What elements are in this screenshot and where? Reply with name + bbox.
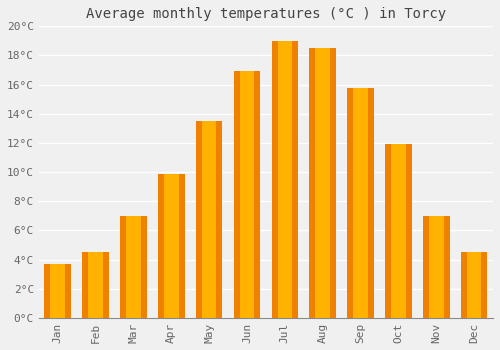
Bar — [234, 71, 260, 318]
Bar — [120, 216, 146, 318]
Bar — [82, 252, 109, 318]
Bar — [88, 252, 103, 318]
Bar — [391, 145, 406, 318]
Bar — [240, 71, 254, 318]
Bar — [354, 88, 368, 318]
Bar — [348, 88, 374, 318]
Title: Average monthly temperatures (°C ) in Torcy: Average monthly temperatures (°C ) in To… — [86, 7, 446, 21]
Bar — [196, 121, 222, 318]
Bar — [423, 216, 450, 318]
Bar — [278, 41, 292, 318]
Bar — [44, 264, 71, 318]
Bar — [158, 174, 184, 318]
Bar — [467, 252, 481, 318]
Bar — [385, 145, 411, 318]
Bar — [316, 48, 330, 318]
Bar — [461, 252, 487, 318]
Bar — [164, 174, 178, 318]
Bar — [310, 48, 336, 318]
Bar — [50, 264, 65, 318]
Bar — [429, 216, 444, 318]
Bar — [126, 216, 140, 318]
Bar — [272, 41, 298, 318]
Bar — [202, 121, 216, 318]
